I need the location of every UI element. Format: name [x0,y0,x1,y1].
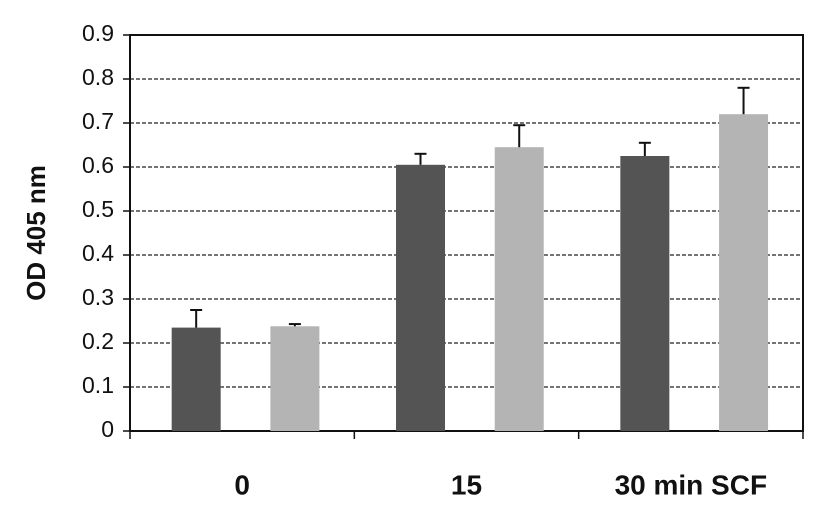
y-tick-label: 0.9 [82,20,114,46]
y-tick-label: 0.3 [82,284,114,310]
y-tick-label: 0 [101,416,114,442]
bar [719,114,769,431]
x-tick-label: 15 [451,469,482,500]
y-axis-label: OD 405 nm [21,165,51,301]
bar [171,327,221,431]
error-bar [190,309,203,328]
error-bar [513,124,526,148]
error-bar [638,141,651,156]
y-tick-label: 0.4 [82,240,114,266]
error-bar [288,323,301,327]
x-tick-label: 30 min SCF [615,469,767,500]
y-tick-label: 0.7 [82,108,114,134]
bar [396,164,446,432]
y-tick-label: 0.2 [82,328,114,354]
error-bar [737,86,750,115]
y-tick-label: 0.8 [82,64,114,90]
x-tick-label: 0 [234,469,250,500]
error-bar [414,152,427,165]
y-tick-label: 0.6 [82,152,114,178]
plot-frame [129,34,804,432]
bar [494,147,544,431]
y-tick-label: 0.5 [82,196,114,222]
bar [620,156,670,431]
bar [270,326,320,431]
y-tick-label: 0.1 [82,372,114,398]
